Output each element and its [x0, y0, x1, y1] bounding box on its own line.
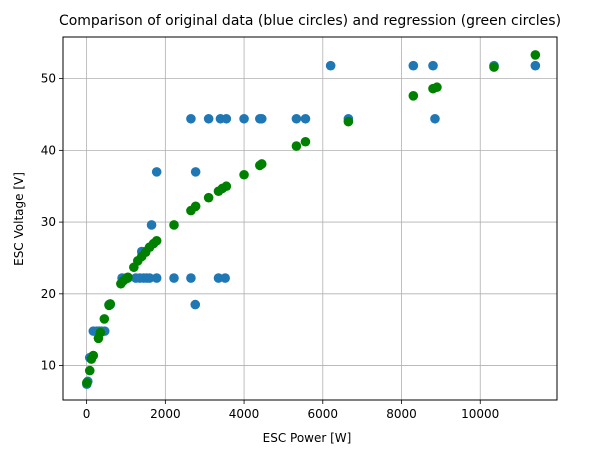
regression-point [99, 314, 110, 324]
regression-point [190, 201, 201, 212]
plot-frame [62, 36, 558, 401]
regression-point [82, 377, 92, 388]
original-data-point [530, 60, 541, 71]
original-data-point [186, 273, 196, 283]
regression-point [203, 192, 214, 203]
original-data-point [239, 113, 249, 124]
x-axis-label: ESC Power [W] [263, 431, 352, 445]
y-tick-label: 10 [41, 359, 56, 373]
data-points [82, 50, 541, 390]
original-data-point [186, 113, 196, 124]
original-data-point [213, 273, 224, 283]
original-data-point [428, 60, 438, 71]
original-data-point [146, 220, 157, 230]
regression-point [105, 299, 116, 309]
regression-point [291, 141, 302, 151]
y-axis-ticks: 10 20 30 40 50 [41, 72, 63, 373]
x-tick-label: 2000 [150, 407, 181, 421]
original-data-point [151, 167, 162, 177]
regression-point [221, 181, 232, 192]
original-data-point [256, 113, 267, 124]
x-tick-label: 6000 [308, 407, 339, 421]
regression-point [432, 82, 442, 93]
regression-point [151, 235, 162, 246]
original-data-point [190, 167, 201, 177]
regression-point [408, 91, 419, 101]
original-data-point [169, 273, 179, 283]
y-tick-label: 20 [41, 287, 56, 301]
x-tick-label: 0 [83, 407, 91, 421]
original-data-point [408, 60, 419, 71]
x-tick-label: 8000 [386, 407, 417, 421]
chart-title: Comparison of original data (blue circle… [59, 13, 561, 29]
regression-point [530, 50, 541, 60]
regression-point [256, 159, 267, 169]
original-data-point [221, 113, 232, 124]
original-data-point [300, 113, 311, 124]
x-tick-label: 10000 [461, 407, 499, 421]
original-data-point [190, 299, 201, 310]
y-tick-label: 50 [41, 72, 56, 86]
y-tick-label: 40 [41, 143, 56, 157]
y-tick-label: 30 [41, 215, 56, 229]
original-data-point [325, 60, 336, 71]
original-data-point [291, 113, 302, 124]
regression-point [88, 350, 99, 361]
x-tick-label: 4000 [229, 407, 260, 421]
regression-point [343, 116, 354, 127]
regression-point [489, 62, 499, 72]
original-data-point [203, 113, 214, 124]
regression-point [300, 136, 311, 147]
y-axis-label: ESC Voltage [V] [12, 172, 26, 266]
x-axis-ticks: 0 2000 4000 6000 8000 10000 [83, 400, 499, 421]
original-data-point [144, 273, 155, 283]
regression-point [239, 169, 249, 180]
regression-point [123, 272, 133, 283]
original-data-point [220, 273, 230, 283]
original-data-point [151, 273, 162, 283]
regression-series [82, 50, 541, 388]
regression-point [95, 327, 106, 338]
grid-lines [63, 37, 557, 400]
regression-point [169, 220, 179, 230]
original-data-point [430, 113, 440, 124]
regression-point [84, 365, 95, 376]
